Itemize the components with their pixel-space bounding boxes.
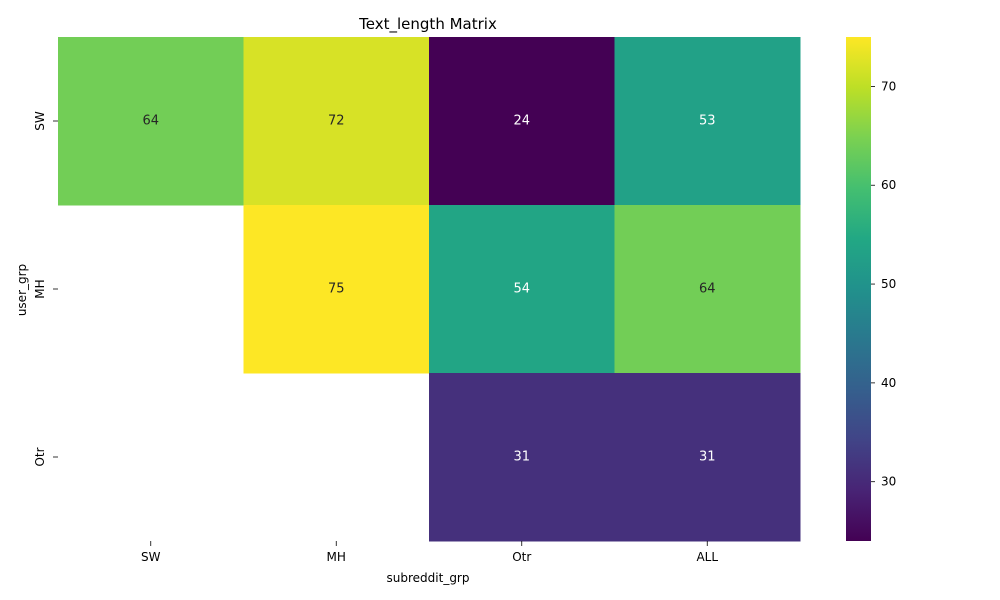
heatmap-cells: 64 72 24 53 75 54 64 31 31 — [58, 37, 801, 542]
cell-value-label: 64 — [142, 114, 159, 129]
heatmap-cell — [429, 37, 615, 206]
heatmap-cell — [429, 373, 615, 542]
colorbar-tick-label: 60 — [881, 178, 896, 192]
x-tick-label: Otr — [512, 550, 531, 564]
heatmap-cell — [614, 37, 801, 206]
heatmap-cell — [429, 205, 615, 374]
y-axis-label: user_grp — [15, 264, 29, 316]
cell-value-label: 75 — [328, 282, 345, 297]
heatmap-cell — [58, 37, 244, 206]
cell-value-label: 72 — [328, 114, 345, 129]
cell-value-label: 64 — [699, 282, 716, 297]
cell-value-label: 54 — [513, 282, 530, 297]
x-tick-label: SW — [141, 550, 161, 564]
x-tick-label: MH — [327, 550, 346, 564]
y-tick-label: MH — [33, 279, 47, 298]
heatmap-cell — [243, 37, 430, 206]
colorbar — [846, 37, 871, 541]
y-tick-label: Otr — [33, 447, 47, 466]
heatmap-cell — [243, 205, 430, 374]
cell-value-label: 31 — [699, 450, 716, 465]
colorbar-tick-label: 50 — [881, 277, 896, 291]
heatmap-cell — [614, 205, 801, 374]
colorbar-ticks: 30 40 50 60 70 — [871, 79, 896, 489]
cell-value-label: 24 — [513, 114, 530, 129]
y-tick-label: SW — [33, 111, 47, 131]
cell-value-label: 53 — [699, 114, 716, 129]
x-axis-ticks: SW MH Otr ALL — [141, 541, 718, 564]
x-tick-label: ALL — [696, 550, 718, 564]
colorbar-tick-label: 40 — [881, 376, 896, 390]
colorbar-tick-label: 30 — [881, 475, 896, 489]
cell-value-label: 31 — [513, 450, 530, 465]
x-axis-label: subreddit_grp — [387, 571, 470, 585]
y-axis-ticks: SW MH Otr — [33, 111, 58, 467]
colorbar-tick-label: 70 — [881, 79, 896, 93]
chart-title: Text_length Matrix — [358, 15, 497, 34]
heatmap-cell — [614, 373, 801, 542]
